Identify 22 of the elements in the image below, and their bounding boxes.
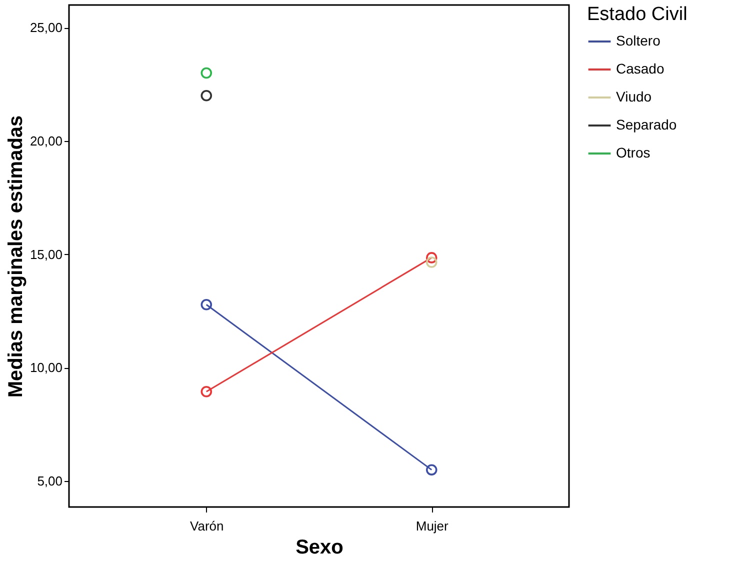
legend-label: Viudo (616, 88, 652, 104)
y-tick-label: 25,00 (30, 20, 62, 36)
x-tick-label: Mujer (416, 518, 450, 534)
x-tick-label: Varón (190, 518, 224, 534)
x-axis-title: Sexo (296, 536, 344, 558)
point (200, 386, 212, 398)
y-tick-label: 15,00 (30, 246, 62, 262)
point (200, 90, 212, 102)
legend-label: Otros (616, 144, 650, 160)
legend-title: Estado Civil (587, 4, 688, 25)
point (426, 252, 438, 264)
point (200, 298, 212, 310)
legend-label: Separado (616, 116, 677, 132)
y-tick-label: 10,00 (30, 360, 62, 376)
legend-label: Soltero (616, 32, 661, 48)
point (426, 256, 438, 268)
y-axis-title: Medias marginales estimadas (4, 115, 27, 398)
legend-label: Casado (616, 60, 664, 76)
point (426, 464, 438, 476)
y-tick-label: 5,00 (37, 473, 62, 488)
point (200, 67, 212, 79)
y-tick-label: 20,00 (30, 133, 62, 148)
